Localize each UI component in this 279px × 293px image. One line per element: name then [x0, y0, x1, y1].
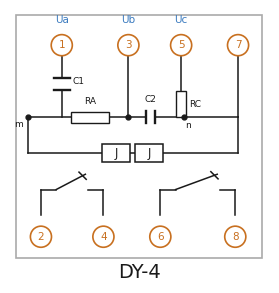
- Text: 7: 7: [235, 40, 241, 50]
- Circle shape: [170, 35, 192, 56]
- Circle shape: [51, 35, 72, 56]
- Text: 2: 2: [38, 232, 44, 242]
- Text: 5: 5: [178, 40, 184, 50]
- Text: DY-4: DY-4: [118, 263, 161, 282]
- Text: J: J: [148, 147, 151, 160]
- Text: C2: C2: [145, 95, 157, 104]
- FancyBboxPatch shape: [102, 144, 130, 162]
- Text: n: n: [185, 121, 191, 130]
- Text: 1: 1: [59, 40, 65, 50]
- FancyBboxPatch shape: [16, 15, 262, 258]
- Text: RA: RA: [84, 97, 96, 106]
- Text: Ub: Ub: [121, 15, 136, 25]
- FancyBboxPatch shape: [135, 144, 163, 162]
- Circle shape: [225, 226, 246, 247]
- Text: 4: 4: [100, 232, 107, 242]
- Text: m: m: [14, 120, 23, 129]
- Text: RC: RC: [189, 100, 201, 109]
- Text: 6: 6: [157, 232, 163, 242]
- Text: 3: 3: [125, 40, 132, 50]
- Circle shape: [227, 35, 249, 56]
- Circle shape: [93, 226, 114, 247]
- Circle shape: [118, 35, 139, 56]
- Circle shape: [150, 226, 171, 247]
- Text: 8: 8: [232, 232, 239, 242]
- Text: Ua: Ua: [55, 15, 69, 25]
- Text: Uc: Uc: [175, 15, 188, 25]
- Text: C1: C1: [72, 77, 84, 86]
- FancyBboxPatch shape: [176, 91, 186, 117]
- FancyBboxPatch shape: [71, 112, 109, 123]
- Circle shape: [30, 226, 52, 247]
- Text: J: J: [114, 147, 117, 160]
